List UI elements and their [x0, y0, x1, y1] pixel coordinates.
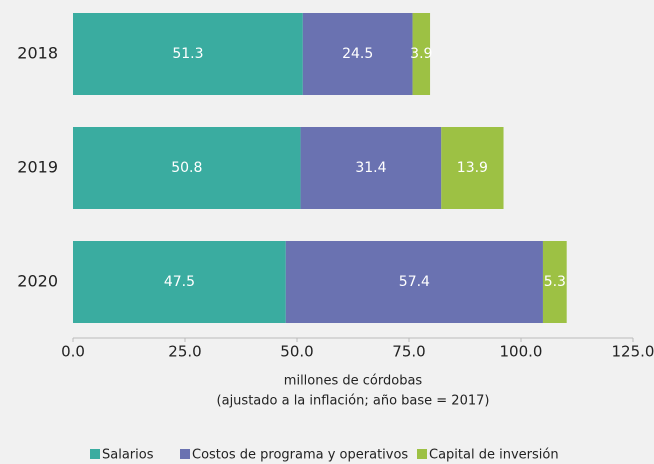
bar-segment	[441, 127, 504, 209]
bar-segment	[300, 127, 442, 209]
legend-swatch	[417, 449, 427, 459]
x-tick-label: 50.0	[280, 343, 313, 361]
bar-segment	[73, 13, 303, 95]
y-tick-label: 2018	[17, 44, 58, 63]
data-label: 47.5	[164, 274, 195, 290]
data-label: 51.3	[172, 46, 203, 62]
x-tick-label: 100.0	[500, 343, 543, 361]
x-tick-label: 75.0	[392, 343, 425, 361]
legend-label: Costos de programa y operativos	[192, 448, 408, 463]
x-tick-label: 125.0	[612, 343, 654, 361]
data-label: 57.4	[399, 274, 430, 290]
legend-label: Capital de inversión	[429, 448, 559, 463]
bar-segment	[412, 13, 431, 95]
x-tick-label: 25.0	[168, 343, 201, 361]
data-label: 13.9	[457, 160, 488, 176]
data-label: 50.8	[171, 160, 202, 176]
bar-segment	[542, 241, 567, 323]
bar-segment	[302, 13, 413, 95]
legend-swatch	[180, 449, 190, 459]
data-label: 3.9	[410, 46, 432, 62]
y-tick-label: 2019	[17, 158, 58, 177]
bar-segment	[285, 241, 543, 323]
bar-segment	[73, 241, 286, 323]
y-tick-label: 2020	[17, 272, 58, 291]
legend-swatch	[90, 449, 100, 459]
x-axis-label: millones de córdobas	[284, 374, 423, 389]
data-label: 31.4	[355, 160, 386, 176]
legend-label: Salarios	[102, 448, 154, 463]
bar-segment	[73, 127, 301, 209]
data-label: 5.3	[544, 274, 566, 290]
data-label: 24.5	[342, 46, 373, 62]
x-axis-label: (ajustado a la inflación; año base = 201…	[217, 394, 490, 409]
x-tick-label: 0.0	[61, 343, 85, 361]
